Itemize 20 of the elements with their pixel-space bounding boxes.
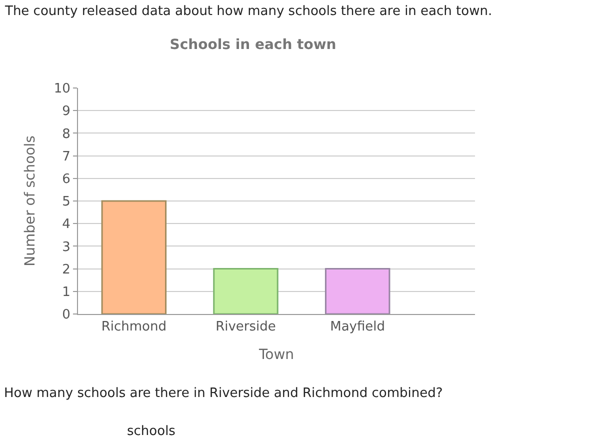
text: How many schools are there in Riverside and Richmond combined? [4, 386, 443, 401]
y-tick-label: 8 [62, 126, 70, 142]
x-tick-label: Richmond [101, 320, 166, 335]
y-tick-label: 9 [62, 104, 70, 120]
y-tick-label: 7 [62, 149, 70, 164]
y-tick-label: 5 [62, 194, 70, 210]
chart-title: Schools in each town [170, 36, 336, 53]
x-tick-label: Mayfield [330, 320, 386, 335]
text: schools [127, 424, 176, 439]
text: The county released data about how many schools there are in each town. [4, 4, 492, 19]
y-tick-label: 3 [62, 240, 70, 255]
y-tick-label: 1 [62, 284, 70, 300]
x-axis-title: Town [258, 346, 294, 363]
y-tick-label: 2 [62, 262, 70, 278]
y-tick-label: 10 [54, 82, 70, 97]
y-tick-label: 0 [62, 308, 70, 323]
y-tick-label: 4 [62, 217, 70, 232]
x-tick-label: Riverside [216, 320, 276, 335]
y-axis-title: Number of schools [22, 136, 38, 266]
y-tick-label: 6 [62, 172, 70, 187]
